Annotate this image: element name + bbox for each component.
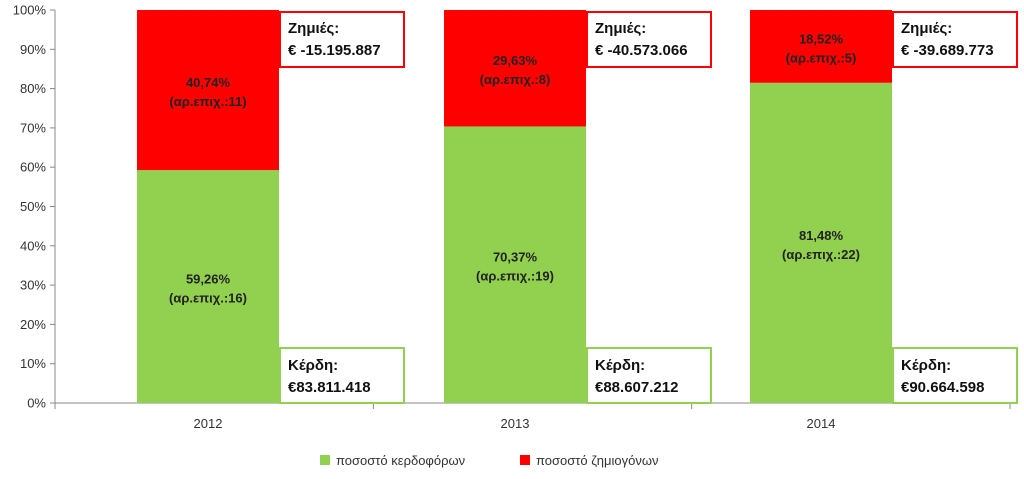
x-tick-label: 2014	[807, 416, 836, 431]
callout-profits-title: Κέρδη:	[288, 357, 338, 374]
data-label-loss-pct: 40,74%	[186, 75, 231, 90]
callout-losses-box	[892, 11, 1018, 68]
legend-swatch-profitable	[320, 455, 330, 465]
y-tick-label: 80%	[20, 81, 46, 96]
callout-profits-value: €83.811.418	[288, 379, 371, 396]
callout-profits-value: €90.664.598	[901, 379, 984, 396]
data-label-loss-pct: 18,52%	[799, 31, 844, 46]
y-tick-label: 40%	[20, 238, 46, 253]
callout-profits-title: Κέρδη:	[901, 357, 951, 374]
y-tick-label: 100%	[13, 3, 47, 18]
x-axis: 2012 2013 2014	[54, 402, 1011, 431]
y-axis: 0% 10% 20% 30% 40% 50% 60% 70% 80% 90% 100%	[13, 3, 56, 411]
bar-loss-making	[444, 10, 586, 127]
callout-profits-value: €88.607.212	[595, 379, 678, 396]
legend-label-loss-making: ποσοστό ζημιογόνων	[536, 453, 658, 468]
data-label-loss-count: (αρ.επιχ.:11)	[169, 94, 246, 109]
legend: ποσοστό κερδοφόρων ποσοστό ζημιογόνων	[320, 453, 658, 468]
data-label-loss-pct: 29,63%	[493, 53, 538, 68]
x-tick-label: 2013	[501, 416, 530, 431]
bar-profitable	[444, 126, 586, 404]
callout-losses-title: Ζημιές:	[595, 20, 646, 37]
y-tick-label: 90%	[20, 42, 46, 57]
bar-loss-making	[750, 10, 892, 83]
data-label-loss-count: (αρ.επιχ.:8)	[480, 72, 551, 87]
legend-label-profitable: ποσοστό κερδοφόρων	[336, 453, 465, 468]
callout-losses-title: Ζημιές:	[901, 20, 952, 37]
callout-losses-box	[586, 11, 712, 68]
y-tick-label: 30%	[20, 278, 46, 293]
data-label-profitable-pct: 81,48%	[799, 228, 844, 243]
legend-swatch-loss-making	[520, 455, 530, 465]
callout-profits-title: Κέρδη:	[595, 357, 645, 374]
bar-labels: 59,26% (αρ.επιχ.:16) 40,74% (αρ.επιχ.:11) 70…	[169, 31, 860, 305]
callouts: Ζημιές: € -15.195.887 Κέρδη: €83.811.418 Ζημ…	[279, 11, 1018, 404]
callout-profits-box	[892, 347, 1018, 404]
callout-profits-box	[279, 347, 405, 404]
y-tick-label: 60%	[20, 160, 46, 175]
callout-losses-value: € -39.689.773	[901, 42, 994, 59]
y-tick-label: 0%	[27, 396, 46, 411]
data-label-profitable-pct: 70,37%	[493, 250, 538, 265]
y-tick-label: 70%	[20, 120, 46, 135]
callout-losses-box	[279, 11, 405, 68]
bars	[137, 10, 892, 404]
callout-losses-title: Ζημιές:	[288, 20, 339, 37]
bar-profitable	[750, 82, 892, 403]
bar-profitable	[137, 170, 279, 403]
x-tick-label: 2012	[194, 416, 223, 431]
callout-losses-value: € -40.573.066	[595, 42, 688, 59]
callout-profits-box	[586, 347, 712, 404]
bar-loss-making	[137, 10, 279, 171]
data-label-loss-count: (αρ.επιχ.:5)	[786, 50, 857, 65]
data-label-profitable-count: (αρ.επιχ.:22)	[782, 247, 860, 262]
callout-losses-value: € -15.195.887	[288, 42, 381, 59]
data-label-profitable-count: (αρ.επιχ.:16)	[169, 291, 247, 306]
y-tick-label: 10%	[20, 356, 46, 371]
y-tick-label: 50%	[20, 199, 46, 214]
data-label-profitable-pct: 59,26%	[186, 272, 231, 287]
y-tick-label: 20%	[20, 317, 46, 332]
data-label-profitable-count: (αρ.επιχ.:19)	[476, 269, 554, 284]
